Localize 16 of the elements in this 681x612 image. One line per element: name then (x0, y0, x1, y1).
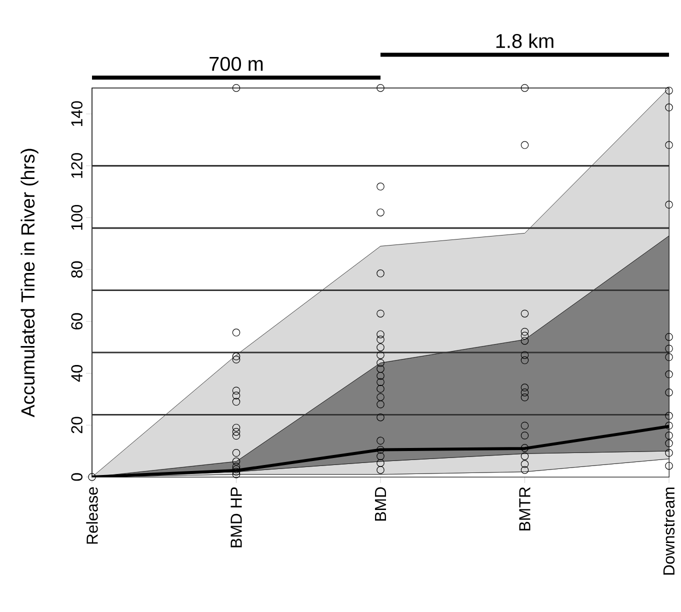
y-tick-label: 140 (71, 101, 82, 126)
y-tick-label: 100 (71, 204, 82, 230)
y-tick-label: 40 (71, 365, 82, 382)
x-tick-label: BMD HP (230, 487, 242, 548)
text: 700 m (210, 56, 263, 71)
y-tick-label: 120 (71, 153, 82, 178)
y-tick-label: 80 (71, 261, 82, 278)
y-tick-label: 60 (71, 313, 82, 330)
text: 1.8 km (496, 33, 554, 48)
y-axis-title: Accumulated Time in River (hrs) (20, 148, 38, 418)
y-tick-label: 20 (71, 416, 82, 434)
y-tick-label: 0 (71, 473, 82, 481)
x-tick-label: Release (86, 487, 98, 544)
x-tick-label: Downstream (663, 488, 675, 575)
x-tick-label: BMTR (519, 487, 530, 530)
x-tick-label: BMD (375, 487, 386, 521)
